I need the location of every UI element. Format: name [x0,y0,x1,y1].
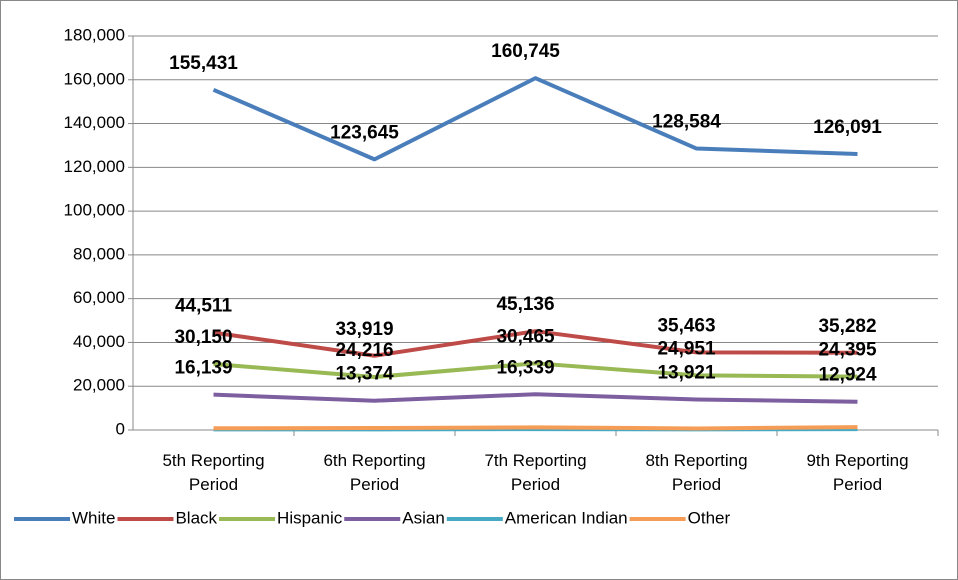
legend-label: Asian [402,508,445,527]
line [213,392,858,404]
data-label: 35,282 [818,316,876,337]
legend-label: Black [175,508,217,527]
data-label: 30,150 [174,327,232,348]
data-label: 123,645 [330,122,399,143]
data-label: 16,139 [174,358,232,379]
x-tick-label: 5th Reporting Period [162,451,264,494]
line [212,76,858,162]
y-tick-label: 140,000 [64,113,125,132]
data-label: 13,374 [335,364,394,385]
y-tick-label: 160,000 [64,69,125,88]
x-tick-label: 9th Reporting Period [806,451,908,494]
line [213,329,858,358]
y-tick-label: 0 [116,419,125,438]
data-label: 30,465 [496,326,555,347]
y-tick-label: 20,000 [73,376,125,395]
legend-label: Hispanic [277,508,343,527]
y-tick-label: 100,000 [64,201,125,220]
x-tick-label: 6th Reporting Period [323,451,425,494]
data-label: 155,431 [169,53,238,74]
legend-label: American Indian [505,508,628,527]
y-tick-label: 40,000 [73,332,125,351]
line [213,361,858,379]
data-label: 16,339 [496,357,554,378]
data-label: 35,463 [657,315,715,336]
y-tick-label: 120,000 [64,157,125,176]
line [213,425,858,431]
data-label: 24,216 [335,340,393,361]
y-tick-label: 60,000 [73,288,125,307]
y-tick-label: 80,000 [73,244,125,263]
data-label: 160,745 [491,41,560,62]
data-label: 24,395 [818,340,877,361]
data-label: 126,091 [813,117,882,138]
x-tick-label: 8th Reporting Period [645,451,747,494]
data-label: 13,921 [657,363,716,384]
data-label: 128,584 [652,112,721,133]
x-tick-label: 7th Reporting Period [484,451,586,494]
data-label: 12,924 [818,365,877,386]
data-label: 44,511 [175,296,232,317]
data-label: 45,136 [496,294,554,315]
data-label: 24,951 [657,338,716,359]
data-label: 33,919 [335,319,393,340]
legend-label: White [72,508,115,527]
legend-label: Other [688,508,731,527]
y-tick-label: 180,000 [64,25,125,44]
